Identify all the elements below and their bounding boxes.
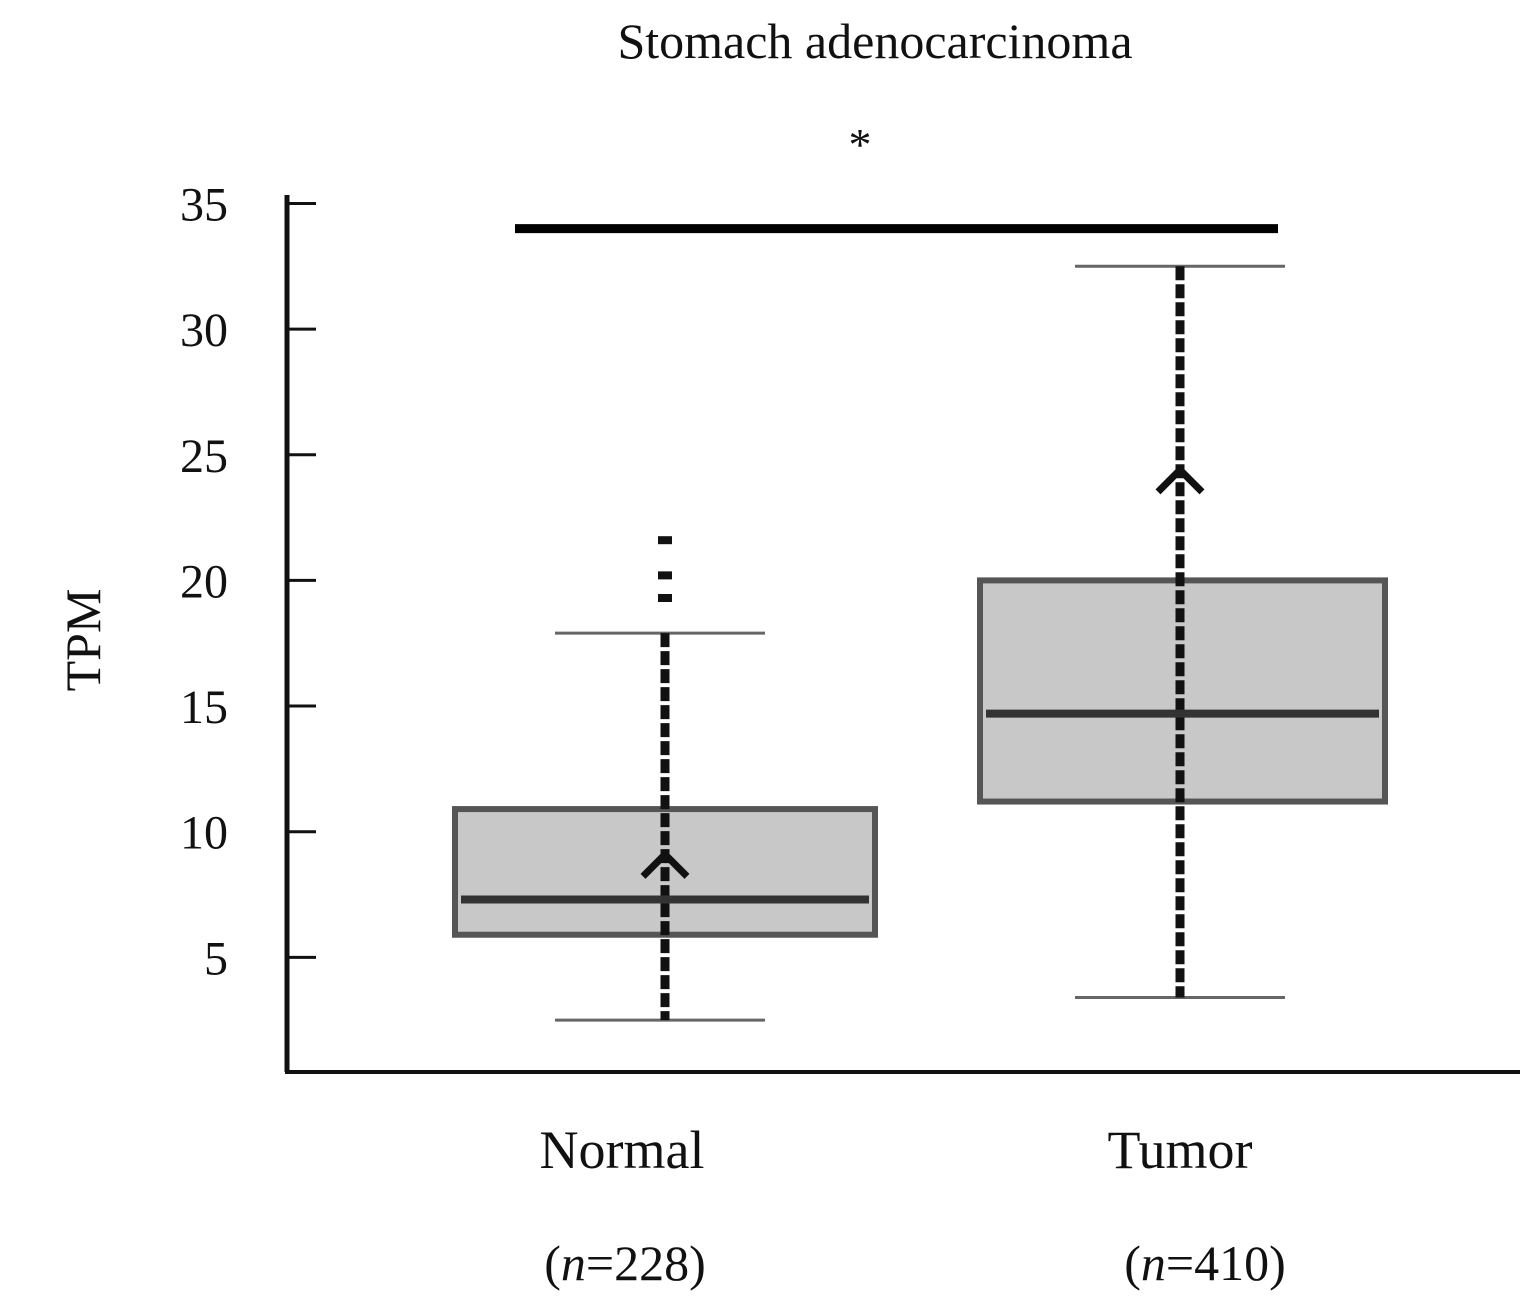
y-tick-label: 15 xyxy=(180,681,228,734)
outlier-point-normal xyxy=(658,536,672,545)
chart-title: Stomach adenocarcinoma xyxy=(617,13,1132,69)
outlier-point-normal xyxy=(658,593,672,602)
mean-marker-tumor xyxy=(1155,464,1205,495)
x-label-tumor: Tumor xyxy=(1107,1120,1252,1180)
n-label-normal: (n=228) xyxy=(544,1235,706,1291)
x-label-normal: Normal xyxy=(540,1120,705,1180)
outlier-point-normal xyxy=(658,571,672,580)
mean-marker-normal xyxy=(640,849,690,879)
n-label-tumor: (n=410) xyxy=(1124,1235,1286,1291)
y-tick-label: 25 xyxy=(180,430,228,483)
significance-asterisk: * xyxy=(849,119,872,170)
y-tick-label: 30 xyxy=(180,304,228,357)
y-tick-label: 5 xyxy=(204,932,228,985)
y-axis-label: TPM xyxy=(55,589,111,692)
y-tick-label: 35 xyxy=(180,178,228,231)
y-tick-label: 20 xyxy=(180,555,228,608)
y-tick-label: 10 xyxy=(180,807,228,860)
